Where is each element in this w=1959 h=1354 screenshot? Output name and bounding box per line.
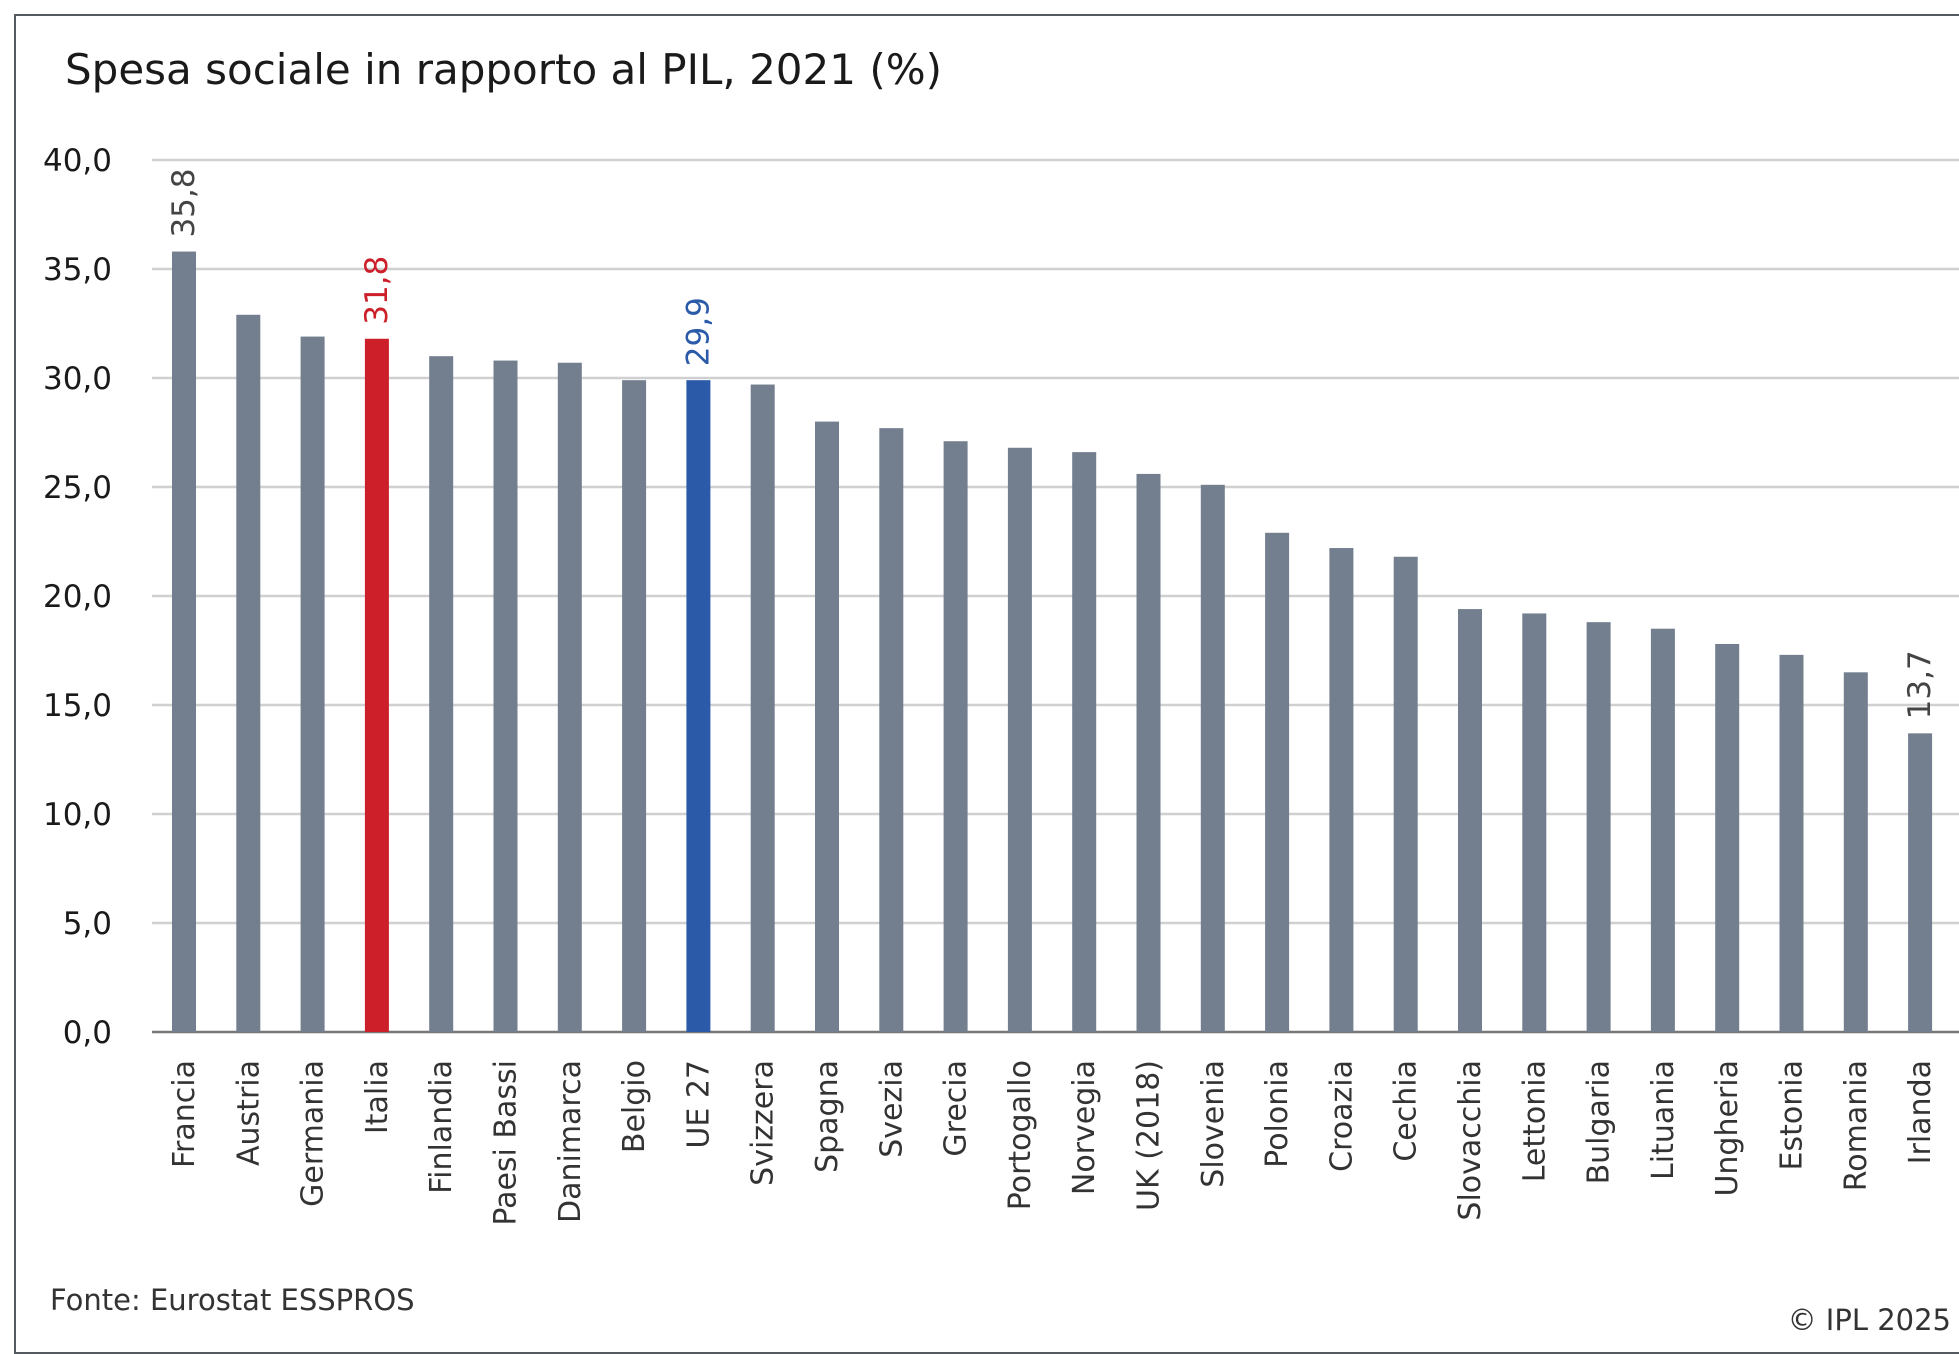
y-tick-label: 10,0 <box>43 797 112 833</box>
x-tick-label: Paesi Bassi <box>489 1060 524 1226</box>
x-tick-label: Danimarca <box>553 1060 588 1223</box>
bar <box>1136 473 1161 1032</box>
bar <box>1393 556 1418 1032</box>
x-tick-label: Portogallo <box>1003 1060 1038 1210</box>
x-tick-label: Slovenia <box>1196 1060 1231 1188</box>
y-tick-label: 25,0 <box>43 470 112 506</box>
y-axis-ticks: 0,0 5,0 10,0 15,0 20,0 25,0 30,0 35,0 40,0 <box>43 143 112 1051</box>
bar <box>300 336 325 1033</box>
bar <box>429 356 454 1032</box>
x-tick-label: Croazia <box>1324 1060 1359 1172</box>
y-tick-label: 40,0 <box>43 143 112 179</box>
bar <box>557 362 582 1032</box>
x-tick-label: Lettonia <box>1517 1060 1552 1182</box>
bar <box>1329 548 1354 1032</box>
bar <box>1908 733 1933 1032</box>
y-tick-label: 20,0 <box>43 579 112 615</box>
data-label: 13,7 <box>1902 650 1938 719</box>
bar <box>686 380 711 1032</box>
x-tick-label: Ungheria <box>1710 1060 1745 1197</box>
data-label: 35,8 <box>166 169 202 238</box>
bar <box>750 384 775 1032</box>
x-tick-label: Bulgaria <box>1582 1060 1617 1184</box>
x-tick-label: Slovacchia <box>1453 1060 1488 1221</box>
bar <box>1779 654 1804 1032</box>
x-tick-label: Lituania <box>1646 1060 1681 1180</box>
x-tick-label: Belgio <box>617 1060 652 1153</box>
x-tick-label: Cechia <box>1389 1060 1424 1162</box>
bar <box>622 380 647 1032</box>
bar <box>1265 532 1290 1032</box>
y-tick-label: 15,0 <box>43 688 112 724</box>
bar <box>1650 628 1675 1032</box>
bar <box>815 421 839 1033</box>
x-tick-label: Svizzera <box>746 1060 781 1186</box>
bars <box>172 251 1933 1033</box>
x-tick-label: Italia <box>360 1060 395 1134</box>
bar <box>172 251 196 1032</box>
bar <box>493 360 518 1032</box>
x-tick-label: Spagna <box>810 1060 845 1173</box>
x-tick-label: Francia <box>167 1060 202 1168</box>
chart-title: Spesa sociale in rapporto al PIL, 2021 (… <box>65 45 942 94</box>
y-tick-label: 35,0 <box>43 252 112 288</box>
bar <box>1522 613 1547 1032</box>
bar <box>1200 484 1225 1032</box>
bar <box>1715 643 1740 1032</box>
x-tick-label: Estonia <box>1775 1060 1810 1170</box>
bar <box>1843 672 1868 1032</box>
bar <box>1586 622 1611 1032</box>
x-tick-label: UE 27 <box>681 1060 716 1149</box>
chart-frame <box>14 14 1959 1354</box>
bar <box>1007 447 1032 1032</box>
data-label: 29,9 <box>680 297 716 366</box>
x-tick-label: Irlanda <box>1903 1060 1938 1164</box>
bar <box>1458 609 1482 1032</box>
y-tick-label: 5,0 <box>63 906 112 942</box>
y-tick-label: 30,0 <box>43 361 112 397</box>
x-tick-label: Grecia <box>939 1060 974 1157</box>
x-tick-label: Polonia <box>1260 1060 1295 1168</box>
x-axis-ticks: Francia Austria Germania Italia Finlandia Pae… <box>167 1060 1938 1226</box>
x-tick-label: Svezia <box>874 1060 909 1158</box>
x-tick-label: UK (2018) <box>1132 1060 1167 1211</box>
copyright-note: © IPL 2025 <box>1787 1303 1951 1337</box>
gridlines <box>152 158 1959 1034</box>
data-label: 31,8 <box>359 256 395 325</box>
x-tick-label: Romania <box>1839 1060 1874 1191</box>
bar <box>879 428 904 1032</box>
x-tick-label: Norvegia <box>1067 1060 1102 1195</box>
data-labels: 35,8 31,8 29,9 13,7 <box>166 169 1938 720</box>
y-tick-label: 0,0 <box>63 1015 112 1051</box>
x-tick-label: Austria <box>231 1060 266 1166</box>
bar <box>943 441 968 1033</box>
bar <box>1072 452 1097 1032</box>
source-note: Fonte: Eurostat ESSPROS <box>50 1283 415 1317</box>
x-tick-label: Finlandia <box>424 1060 459 1194</box>
bar <box>236 314 261 1032</box>
bar <box>364 338 389 1032</box>
x-tick-label: Germania <box>296 1060 331 1207</box>
